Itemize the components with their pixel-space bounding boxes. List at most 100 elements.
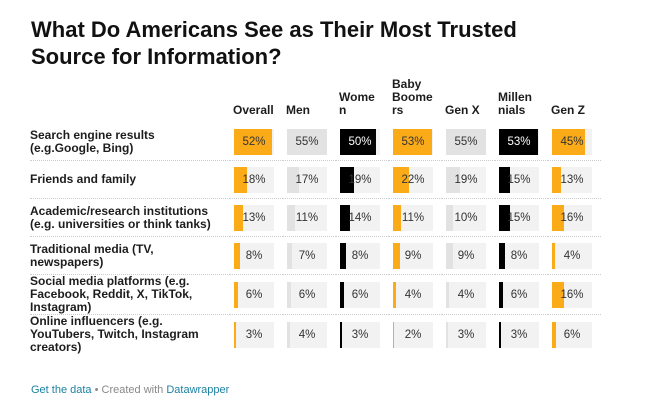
bar-cell: 4% xyxy=(287,321,327,348)
bar xyxy=(552,281,564,308)
value-label: 15% xyxy=(507,173,531,186)
table-cell: 22% xyxy=(389,160,442,199)
table-cell: 50% xyxy=(336,123,389,161)
bar-cell: 13% xyxy=(552,166,592,193)
table-cell: 2% xyxy=(389,315,442,355)
table-cell: 53% xyxy=(389,123,442,161)
bar xyxy=(393,281,396,308)
bar xyxy=(499,321,502,348)
bar-cell: 55% xyxy=(287,128,327,155)
column-header[interactable]: Baby Boome rs xyxy=(392,77,433,117)
value-label: 14% xyxy=(348,211,372,224)
value-label: 13% xyxy=(560,173,584,186)
value-label: 8% xyxy=(245,249,263,262)
bar-cell: 2% xyxy=(393,321,433,348)
column-header[interactable]: Wome n xyxy=(339,90,375,117)
value-label: 18% xyxy=(242,173,266,186)
bar xyxy=(234,166,248,193)
table-cell: 7% xyxy=(283,236,336,275)
table-cell: 17% xyxy=(283,160,336,199)
datawrapper-link[interactable]: Datawrapper xyxy=(166,384,230,396)
bar xyxy=(499,204,510,231)
table-cell: 16% xyxy=(548,274,601,315)
table-cell: 4% xyxy=(442,274,495,315)
bar-cell: 4% xyxy=(393,281,433,308)
value-label: 4% xyxy=(404,288,422,301)
table-cell: 6% xyxy=(548,315,601,355)
bar xyxy=(552,242,555,269)
bar-cell: 6% xyxy=(287,281,327,308)
footer: Get the data • Created with Datawrapper xyxy=(31,384,229,396)
bar xyxy=(287,166,300,193)
value-label: 53% xyxy=(401,135,425,148)
row-label: Academic/research institutions (e.g. uni… xyxy=(30,198,230,237)
bar xyxy=(393,166,409,193)
table-cell: 18% xyxy=(230,160,283,199)
table-cell: 8% xyxy=(336,236,389,275)
bar xyxy=(287,204,295,231)
bar xyxy=(234,204,244,231)
table-cell: 15% xyxy=(495,160,548,199)
bar-cell: 45% xyxy=(552,128,592,155)
column-header[interactable]: Men xyxy=(286,103,310,117)
value-label: 4% xyxy=(563,249,581,262)
value-label: 11% xyxy=(401,211,425,224)
table-cell: 13% xyxy=(230,198,283,237)
column-header[interactable]: Gen X xyxy=(445,103,480,117)
value-label: 4% xyxy=(457,288,475,301)
value-label: 9% xyxy=(404,249,422,262)
bar xyxy=(446,204,454,231)
value-label: 52% xyxy=(242,135,266,148)
bar xyxy=(446,128,486,155)
bar xyxy=(287,281,292,308)
bar-cell: 11% xyxy=(393,204,433,231)
column-header[interactable]: Gen Z xyxy=(551,103,586,117)
table-row: Traditional media (TV, newspapers) 8% 7% 8%… xyxy=(30,236,601,275)
bar-cell: 8% xyxy=(499,242,539,269)
table-cell: 11% xyxy=(389,198,442,237)
value-label: 55% xyxy=(454,135,478,148)
value-label: 17% xyxy=(295,173,319,186)
value-label: 3% xyxy=(510,328,528,341)
row-label: Friends and family xyxy=(30,160,230,199)
table-cell: 6% xyxy=(495,274,548,315)
bar-cell: 3% xyxy=(340,321,380,348)
bar xyxy=(340,204,351,231)
bar-cell: 6% xyxy=(340,281,380,308)
bar xyxy=(499,166,510,193)
column-header[interactable]: Overall xyxy=(233,103,274,117)
bar-cell: 8% xyxy=(340,242,380,269)
table-cell: 15% xyxy=(495,198,548,237)
table-row: Academic/research institutions (e.g. uni… xyxy=(30,198,601,237)
table-row: Friends and family 18% 17% 19% 22% 19% 15% 13% xyxy=(30,160,601,199)
value-label: 22% xyxy=(401,173,425,186)
bar xyxy=(446,281,449,308)
bar xyxy=(234,321,237,348)
value-label: 6% xyxy=(351,288,369,301)
bar xyxy=(552,204,564,231)
bar xyxy=(287,321,290,348)
value-label: 8% xyxy=(351,249,369,262)
bar-cell: 55% xyxy=(446,128,486,155)
value-label: 19% xyxy=(454,173,478,186)
table-cell: 4% xyxy=(389,274,442,315)
bar xyxy=(234,128,272,155)
table-cell: 9% xyxy=(442,236,495,275)
bar-cell: 7% xyxy=(287,242,327,269)
row-label: Traditional media (TV, newspapers) xyxy=(30,236,230,275)
bar-cell: 11% xyxy=(287,204,327,231)
table-cell: 6% xyxy=(283,274,336,315)
column-header[interactable]: Millen nials xyxy=(498,90,533,117)
row-label: Social media platforms (e.g. Facebook, R… xyxy=(30,274,230,315)
value-label: 10% xyxy=(454,211,478,224)
value-label: 3% xyxy=(351,328,369,341)
bar xyxy=(446,321,449,348)
table-cell: 8% xyxy=(230,236,283,275)
data-table: Overall Men Wome n Baby Boome rs Gen X Millen… xyxy=(30,78,601,354)
bar xyxy=(234,242,240,269)
bar-cell: 16% xyxy=(552,281,592,308)
table-cell: 19% xyxy=(442,160,495,199)
value-label: 50% xyxy=(348,135,372,148)
get-data-link[interactable]: Get the data xyxy=(31,384,92,396)
value-label: 6% xyxy=(563,328,581,341)
